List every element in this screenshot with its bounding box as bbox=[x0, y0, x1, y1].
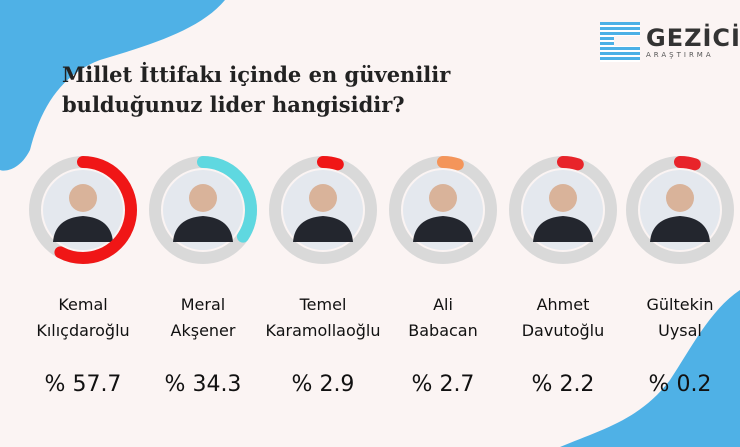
candidate-name-first: Ahmet bbox=[536, 295, 590, 314]
candidate-card: Kemal Kılıçdaroğlu % 57.7 bbox=[23, 150, 143, 397]
portrait-body bbox=[413, 216, 473, 242]
ring-gauge bbox=[29, 156, 137, 264]
decorative-blob-top-left bbox=[0, 0, 225, 171]
candidate-name: Ali Babacan bbox=[383, 292, 503, 344]
portrait-head bbox=[69, 184, 97, 212]
candidate-name-first: Gültekin bbox=[646, 295, 714, 314]
portrait-head bbox=[309, 184, 337, 212]
candidate-name-last: Akşener bbox=[170, 321, 236, 340]
candidate-card: Temel Karamollaoğlu % 2.9 bbox=[263, 150, 383, 397]
ring-gauge bbox=[626, 156, 734, 264]
candidate-name: Ahmet Davutoğlu bbox=[503, 292, 623, 344]
candidate-name: Temel Karamollaoğlu bbox=[263, 292, 383, 344]
ring-progress-arc bbox=[626, 156, 734, 264]
page-title: Millet İttifakı içinde en güvenilir buld… bbox=[62, 62, 451, 117]
logo-name: GEZİCİ bbox=[646, 24, 740, 52]
logo-g-icon bbox=[600, 22, 640, 62]
portrait-head bbox=[189, 184, 217, 212]
candidate-card: Gültekin Uysal % 0.2 bbox=[620, 150, 740, 397]
candidate-name-first: Kemal bbox=[58, 295, 108, 314]
logo-sub: ARAŞTIRMA bbox=[646, 51, 714, 59]
ring-gauge bbox=[389, 156, 497, 264]
percentage-label: % 57.7 bbox=[44, 372, 122, 397]
candidate-name-last: Kılıçdaroğlu bbox=[36, 321, 130, 340]
ring-progress-arc bbox=[509, 156, 617, 264]
portrait-body bbox=[53, 216, 113, 242]
candidate-card: Ahmet Davutoğlu % 2.2 bbox=[503, 150, 623, 397]
candidate-card: Meral Akşener % 34.3 bbox=[143, 150, 263, 397]
candidate-name-last: Davutoğlu bbox=[521, 321, 605, 340]
ring-progress-arc bbox=[389, 156, 497, 264]
candidate-name-last: Babacan bbox=[408, 321, 478, 340]
candidate-name: Gültekin Uysal bbox=[620, 292, 740, 344]
portrait-body bbox=[293, 216, 353, 242]
candidate-name: Kemal Kılıçdaroğlu bbox=[23, 292, 143, 344]
portrait-body bbox=[650, 216, 710, 242]
percentage-label: % 0.2 bbox=[648, 372, 712, 397]
candidate-name-first: Ali bbox=[433, 295, 453, 314]
percentage-label: % 34.3 bbox=[164, 372, 242, 397]
portrait-body bbox=[173, 216, 233, 242]
ring-gauge bbox=[149, 156, 257, 264]
portrait-head bbox=[549, 184, 577, 212]
candidate-name-first: Temel bbox=[299, 295, 347, 314]
candidate-name-last: Karamollaoğlu bbox=[265, 321, 381, 340]
portrait-body bbox=[533, 216, 593, 242]
candidate-name-first: Meral bbox=[180, 295, 226, 314]
portrait-head bbox=[429, 184, 457, 212]
candidate-name-last: Uysal bbox=[658, 321, 702, 340]
ring-gauge bbox=[509, 156, 617, 264]
logo: GEZİCİ ARAŞTIRMA bbox=[600, 22, 740, 62]
ring-progress-arc bbox=[269, 156, 377, 264]
candidate-card: Ali Babacan % 2.7 bbox=[383, 150, 503, 397]
percentage-label: % 2.2 bbox=[531, 372, 595, 397]
ring-progress-arc bbox=[29, 156, 137, 264]
ring-gauge bbox=[269, 156, 377, 264]
ring-progress-arc bbox=[149, 156, 257, 264]
decorative-blob-bottom-right bbox=[560, 290, 740, 447]
candidate-name: Meral Akşener bbox=[143, 292, 263, 344]
portrait-head bbox=[666, 184, 694, 212]
percentage-label: % 2.7 bbox=[411, 372, 475, 397]
percentage-label: % 2.9 bbox=[291, 372, 355, 397]
